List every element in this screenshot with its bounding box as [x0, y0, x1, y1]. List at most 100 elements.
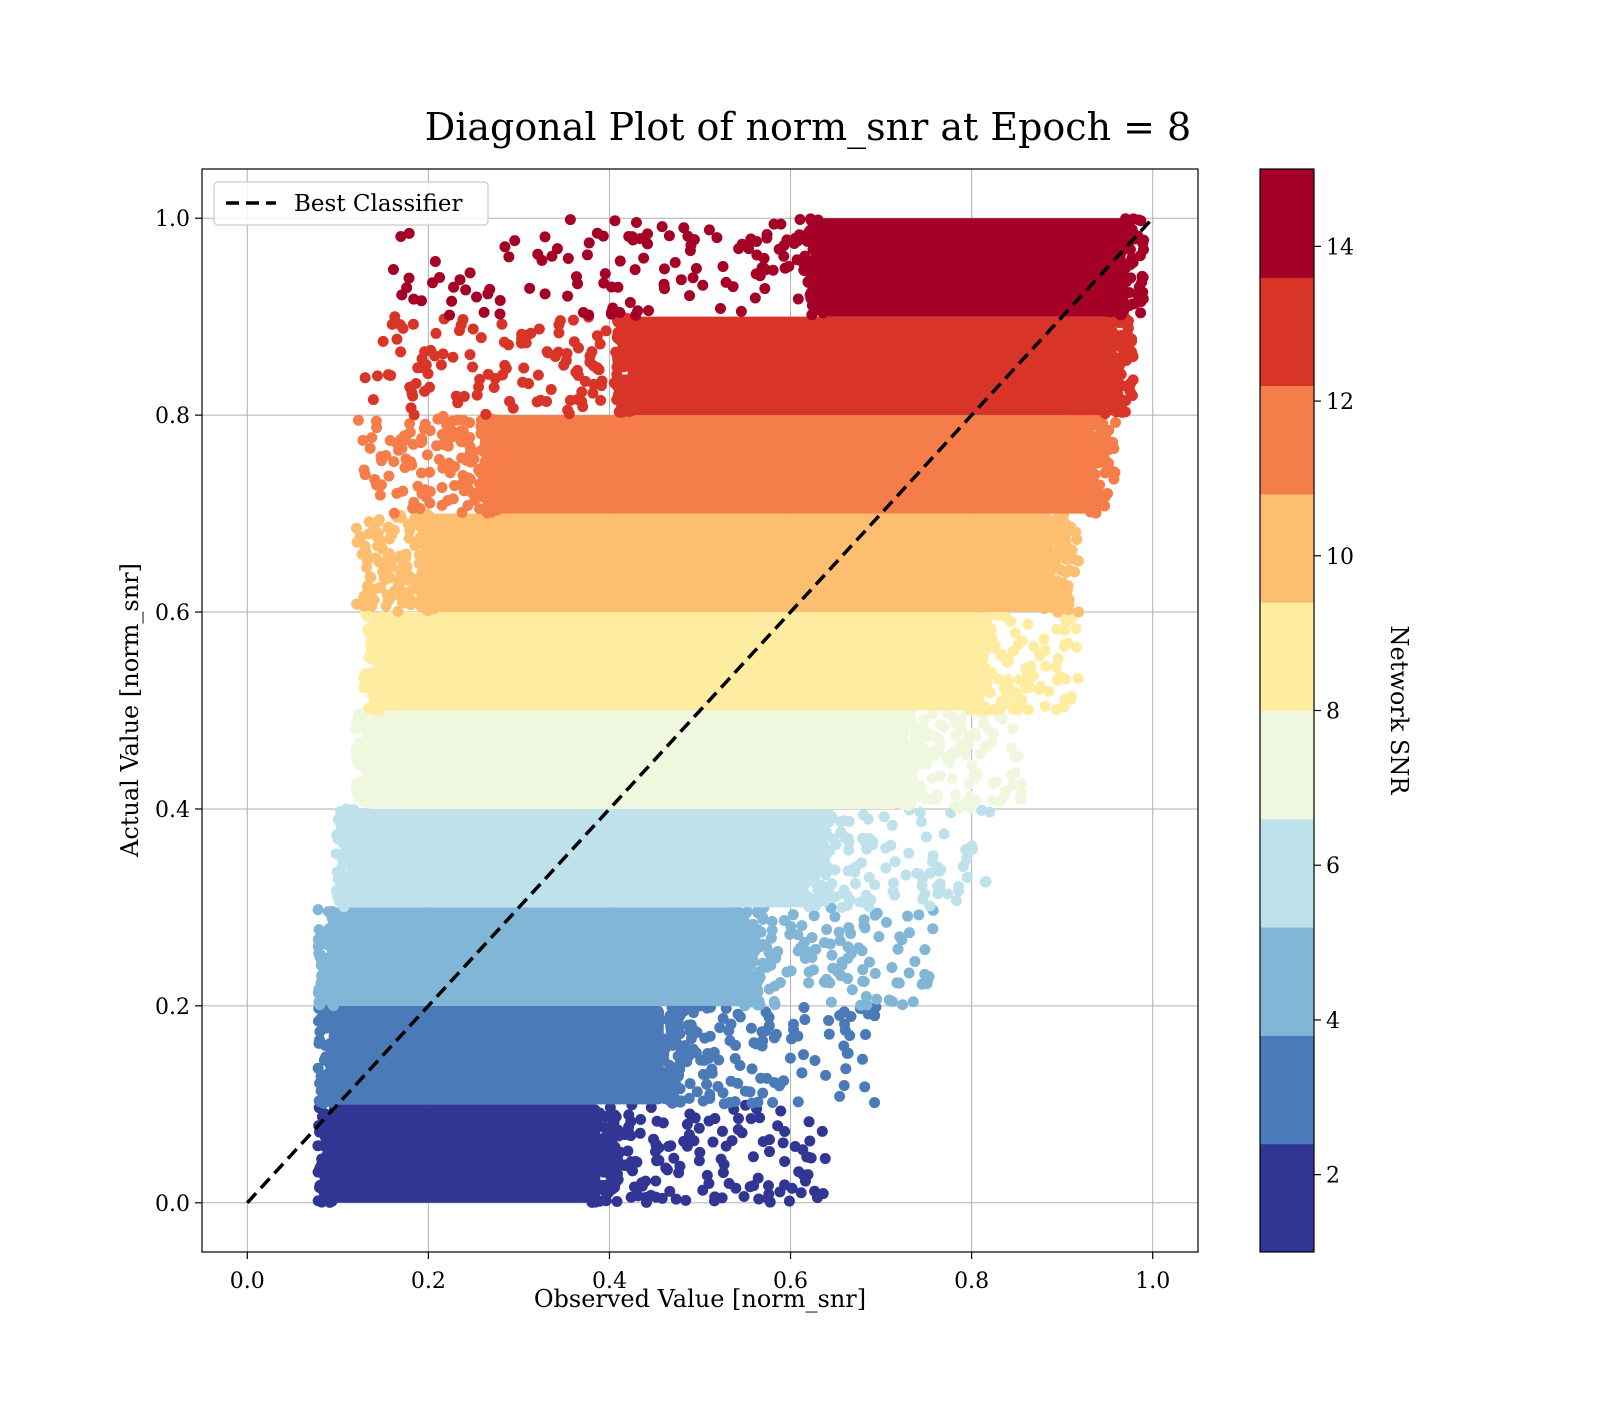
scatter-point	[1062, 580, 1074, 592]
colorbar-segment	[1260, 927, 1314, 1036]
scatter-point	[913, 909, 925, 921]
scatter-point	[757, 1087, 769, 1099]
scatter-point	[316, 928, 328, 940]
scatter-point	[1109, 367, 1121, 379]
scatter-point	[455, 425, 467, 437]
scatter-point	[1109, 386, 1121, 398]
scatter-point	[325, 1049, 337, 1061]
scatter-point	[971, 660, 983, 672]
scatter-point	[630, 217, 642, 229]
scatter-point	[420, 359, 432, 371]
scatter-point	[1106, 295, 1118, 307]
scatter-point	[806, 231, 818, 243]
scatter-point	[393, 444, 405, 456]
colorbar-tick-label: 4	[1326, 1009, 1340, 1034]
scatter-point	[820, 859, 832, 871]
scatter-point	[377, 335, 389, 347]
colorbar-tick-label: 14	[1326, 235, 1354, 260]
scatter-point	[494, 295, 506, 307]
scatter-point	[784, 928, 796, 940]
scatter-point	[636, 1180, 648, 1192]
scatter-point	[313, 983, 325, 995]
scatter-point	[779, 1126, 791, 1138]
scatter-point	[896, 934, 908, 946]
scatter-point	[584, 356, 596, 368]
scatter-point	[763, 1146, 775, 1158]
scatter-point	[918, 714, 930, 726]
scatter-point	[361, 554, 373, 566]
scatter-point	[735, 305, 747, 317]
y-axis-ticks: 0.0 0.2 0.4 0.6 0.8 1.0	[155, 207, 202, 1217]
scatter-point	[760, 1006, 772, 1018]
scatter-point	[562, 290, 574, 302]
scatter-point	[371, 479, 383, 491]
scatter-point	[480, 408, 492, 420]
scatter-point	[1002, 678, 1014, 690]
scatter-point	[614, 255, 626, 267]
scatter-point	[927, 856, 939, 868]
scatter-point	[446, 425, 458, 437]
scatter-point	[950, 717, 962, 729]
scatter-point	[690, 262, 702, 274]
scatter-point	[808, 871, 820, 883]
scatter-point	[1068, 414, 1080, 426]
scatter-points	[312, 213, 1150, 1208]
scatter-point	[1072, 672, 1084, 684]
scatter-point	[835, 826, 847, 838]
scatter-point	[1066, 544, 1078, 556]
scatter-point	[816, 1125, 828, 1137]
scatter-point	[907, 996, 919, 1008]
scatter-point	[683, 1129, 695, 1141]
scatter-point	[1110, 416, 1122, 428]
scatter-point	[401, 282, 413, 294]
scatter-point	[902, 910, 914, 922]
scatter-point	[371, 370, 383, 382]
scatter-point	[759, 283, 771, 295]
scatter-point	[412, 362, 424, 374]
scatter-point	[968, 795, 980, 807]
scatter-point	[717, 261, 729, 273]
scatter-point	[659, 1093, 671, 1105]
scatter-point	[1005, 742, 1017, 754]
scatter-point	[486, 491, 498, 503]
scatter-point	[363, 528, 375, 540]
scatter-point	[885, 777, 897, 789]
scatter-point	[681, 1118, 693, 1130]
scatter-point	[671, 1080, 683, 1092]
scatter-point	[977, 717, 989, 729]
scatter-point	[564, 394, 576, 406]
scatter-point	[328, 1140, 340, 1152]
scatter-point	[669, 256, 681, 268]
scatter-point	[344, 818, 356, 830]
scatter-point	[380, 450, 392, 462]
scatter-point	[590, 1185, 602, 1197]
scatter-point	[1041, 512, 1053, 524]
scatter-point	[397, 485, 409, 497]
scatter-point	[1071, 477, 1083, 489]
scatter-point	[976, 804, 988, 816]
scatter-point	[1007, 723, 1019, 735]
scatter-point	[312, 1062, 324, 1074]
scatter-point	[418, 423, 430, 435]
scatter-point	[981, 741, 993, 753]
scatter-point	[873, 931, 885, 943]
scatter-point	[760, 264, 772, 276]
scatter-point	[321, 1070, 333, 1082]
scatter-point	[794, 213, 806, 225]
scatter-point	[437, 348, 449, 360]
scatter-point	[1007, 779, 1019, 791]
scatter-point	[331, 829, 343, 841]
scatter-point	[405, 402, 417, 414]
snr-band-core	[328, 907, 746, 1006]
scatter-point	[434, 271, 446, 283]
scatter-point	[654, 1015, 666, 1027]
scatter-point	[809, 1054, 821, 1066]
scatter-point	[697, 279, 709, 291]
scatter-point	[924, 867, 936, 879]
scatter-point	[839, 1024, 851, 1036]
scatter-point	[702, 1047, 714, 1059]
scatter-point	[315, 1037, 327, 1049]
scatter-point	[531, 396, 543, 408]
scatter-point	[1127, 213, 1139, 225]
scatter-point	[549, 350, 561, 362]
